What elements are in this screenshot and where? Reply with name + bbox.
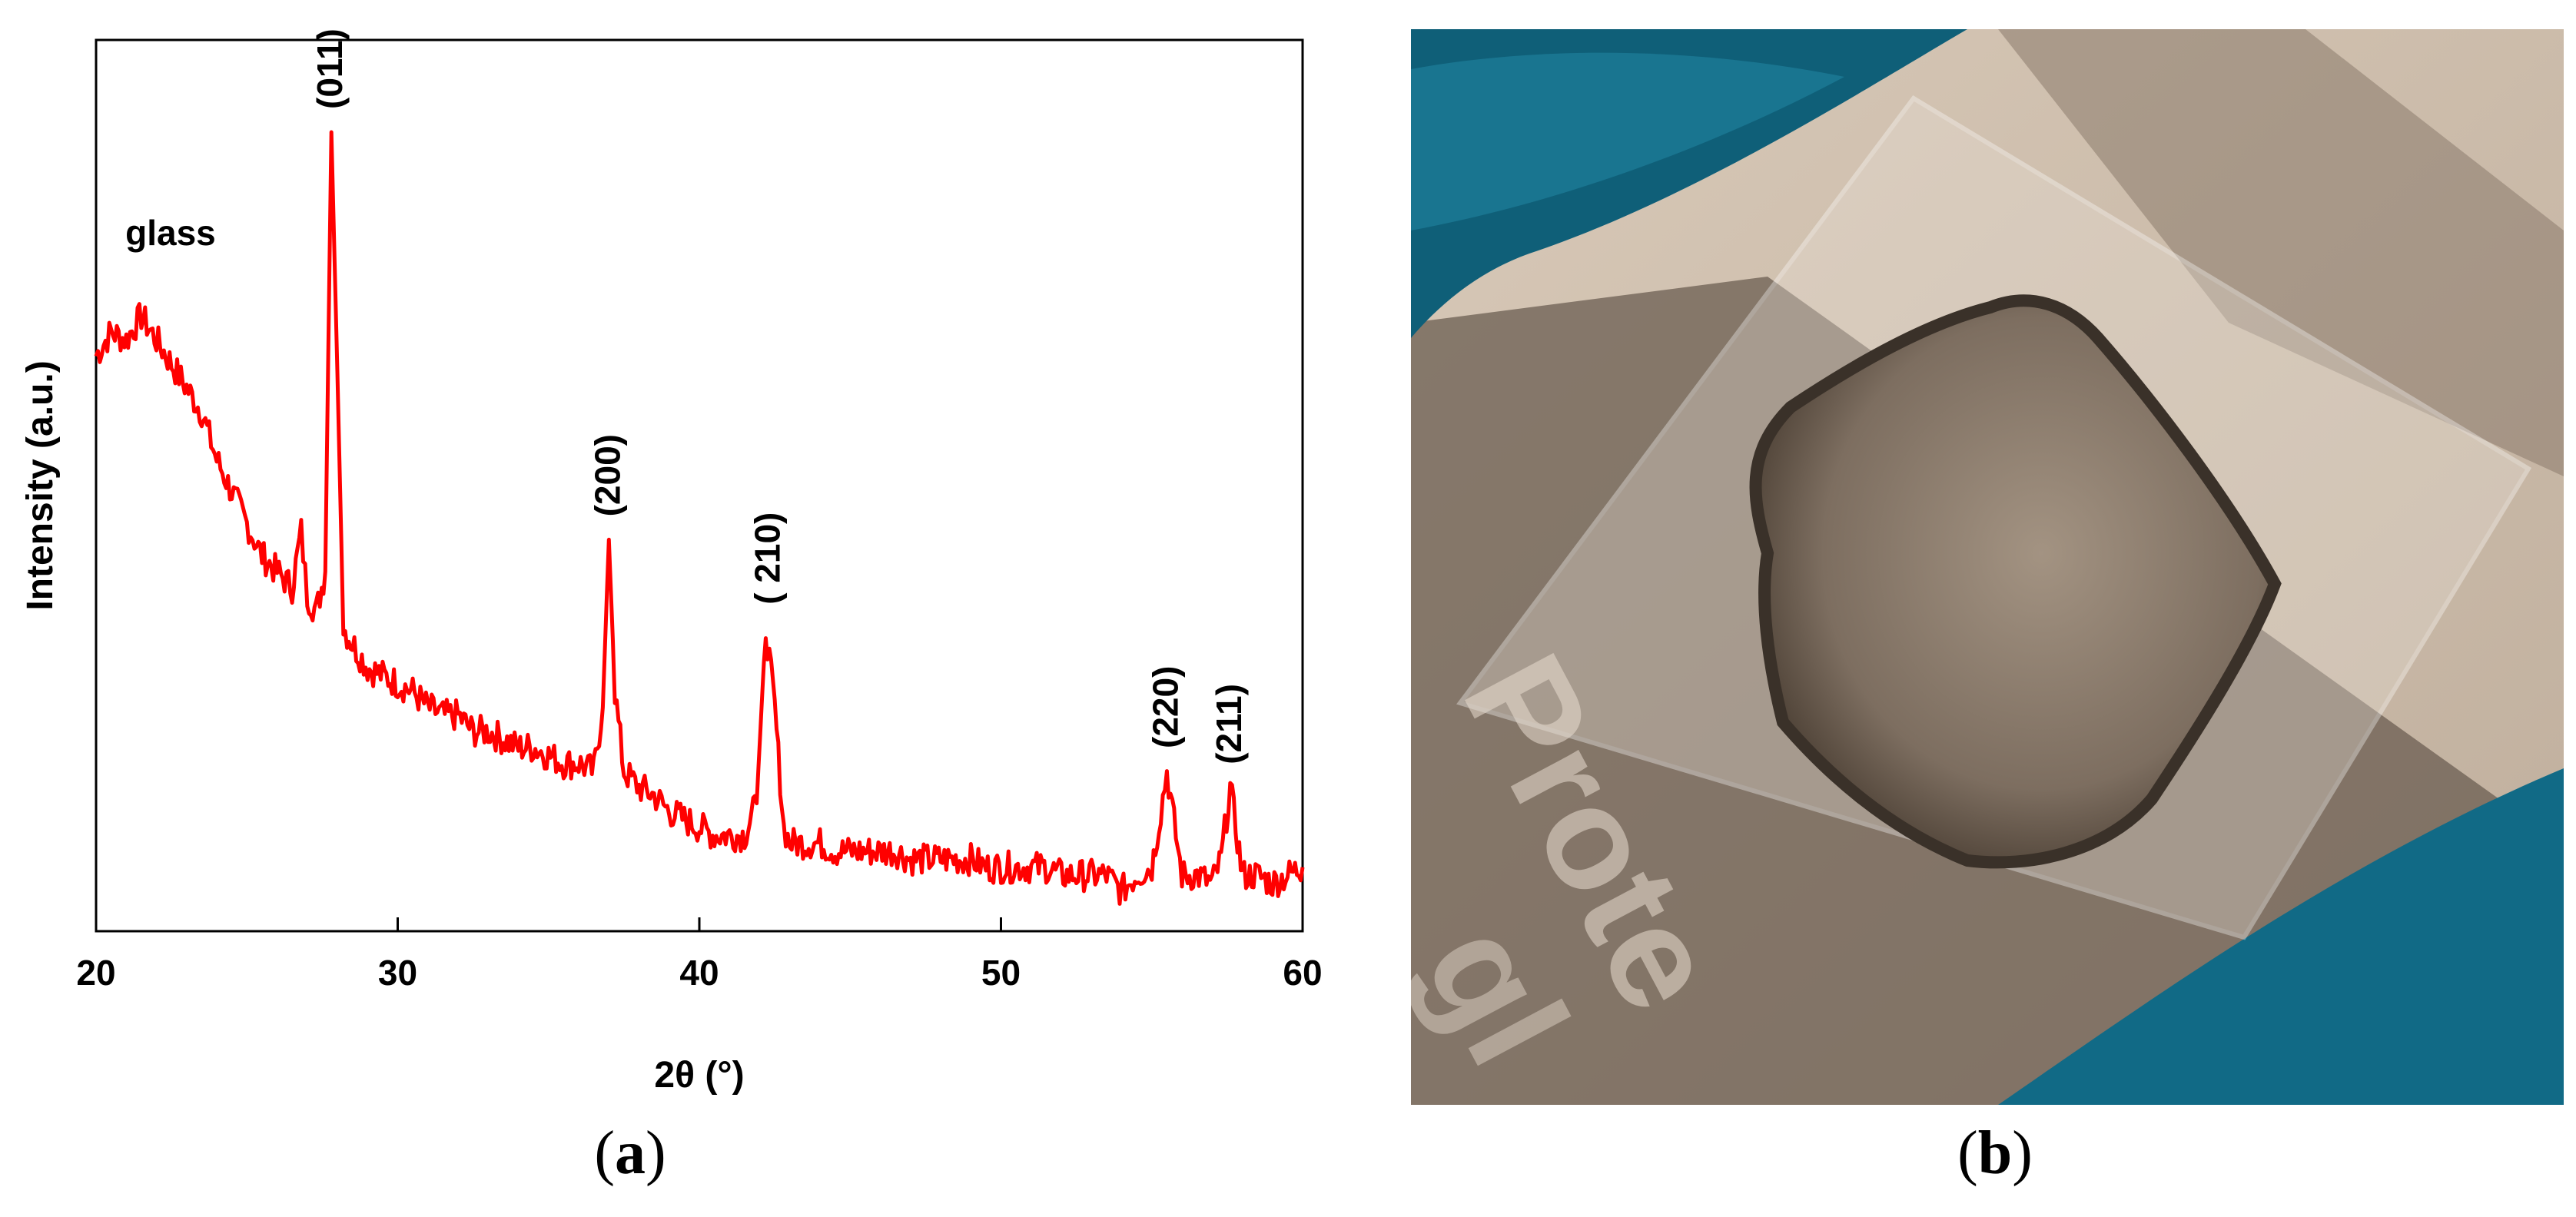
x-tick-label: 50: [981, 953, 1021, 993]
peak-annotations: glass (011) (200) ( 210) (220) (211): [125, 28, 1249, 764]
glove-bottom-right: [1998, 768, 2564, 1105]
shadow-band: [1998, 29, 2564, 476]
xrd-chart: 20 30 40 50 60 2θ (°) Intensity (a.u.) glass…: [20, 28, 1323, 1096]
peak-label: (211): [1209, 684, 1249, 764]
peak-label: (220): [1145, 666, 1185, 748]
peak-label: ( 210): [747, 512, 787, 605]
thin-film-sample: [1749, 294, 2282, 869]
sample-photo: Prote gl: [1411, 29, 2564, 1105]
x-axis-tick-labels: 20 30 40 50 60: [76, 953, 1322, 993]
peak-label: (200): [587, 434, 627, 516]
xrd-pattern-line: [94, 130, 1305, 906]
x-tick-label: 60: [1283, 953, 1322, 993]
x-tick-label: 40: [679, 953, 719, 993]
panel-label-a: (a): [594, 1119, 666, 1187]
x-axis-label: 2θ (°): [654, 1055, 744, 1096]
glove-highlight: [1411, 52, 1844, 230]
x-tick-label: 30: [378, 953, 417, 993]
peak-label: (011): [310, 28, 350, 109]
x-tick-label: 20: [76, 953, 115, 993]
panel-label-b: (b): [1957, 1119, 2033, 1187]
x-axis-ticks: [95, 917, 1304, 931]
y-axis-label: Intensity (a.u.): [20, 360, 61, 610]
annotation-glass: glass: [125, 213, 216, 253]
plot-frame: [95, 38, 1304, 933]
